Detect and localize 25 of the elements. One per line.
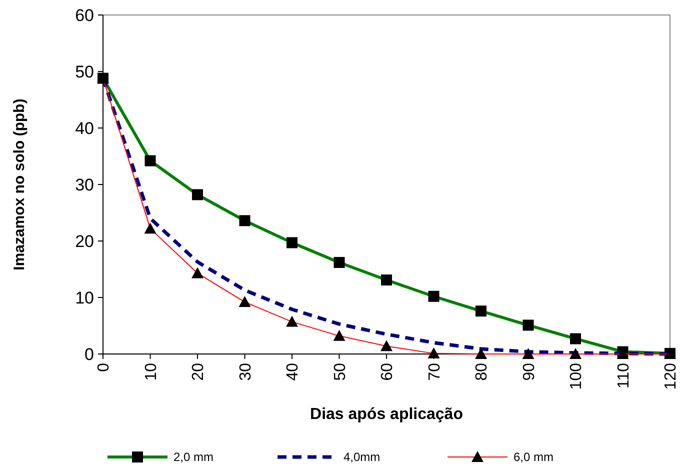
y-tick-label: 20: [75, 232, 94, 251]
y-tick-label: 60: [75, 6, 94, 25]
x-tick-label: 100: [568, 362, 586, 390]
y-tick-label: 10: [75, 288, 94, 308]
x-tick-label: 80: [474, 362, 491, 381]
x-tick-label: 40: [284, 362, 302, 381]
y-axis-title: Imazamox no solo (ppb): [11, 98, 28, 270]
x-tick-label: 120: [662, 362, 680, 390]
legend-label: 6,0 mm: [514, 450, 554, 464]
x-tick-label: 30: [237, 362, 254, 381]
x-tick-label: 20: [190, 362, 208, 381]
x-tick-label: 110: [615, 362, 632, 389]
y-tick-label: 0: [84, 344, 94, 364]
x-axis-title: Dias após aplicação: [310, 406, 464, 423]
legend-label: 4,0mm: [344, 450, 380, 464]
x-tick-label: 60: [379, 362, 396, 381]
x-tick-label: 70: [426, 362, 444, 381]
x-tick-label: 50: [332, 362, 349, 381]
legend-label: 2,0 mm: [174, 450, 214, 464]
x-tick-label: 0: [96, 362, 113, 372]
y-tick-label: 30: [75, 175, 94, 194]
y-tick-label: 50: [75, 62, 94, 82]
y-tick-label: 40: [75, 118, 94, 138]
x-tick-label: 90: [520, 362, 538, 381]
x-tick-label: 10: [142, 362, 160, 381]
